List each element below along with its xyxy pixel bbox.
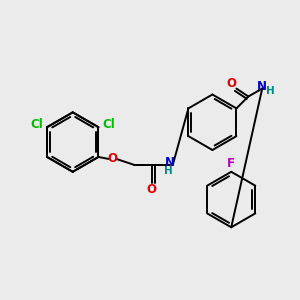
Text: Cl: Cl (31, 118, 44, 131)
Text: N: N (165, 156, 175, 170)
Text: O: O (146, 183, 156, 196)
Text: H: H (164, 166, 173, 176)
Text: F: F (227, 158, 235, 170)
Text: N: N (257, 80, 267, 93)
Text: O: O (226, 77, 236, 90)
Text: Cl: Cl (102, 118, 115, 131)
Text: H: H (266, 85, 274, 96)
Text: O: O (107, 152, 117, 165)
